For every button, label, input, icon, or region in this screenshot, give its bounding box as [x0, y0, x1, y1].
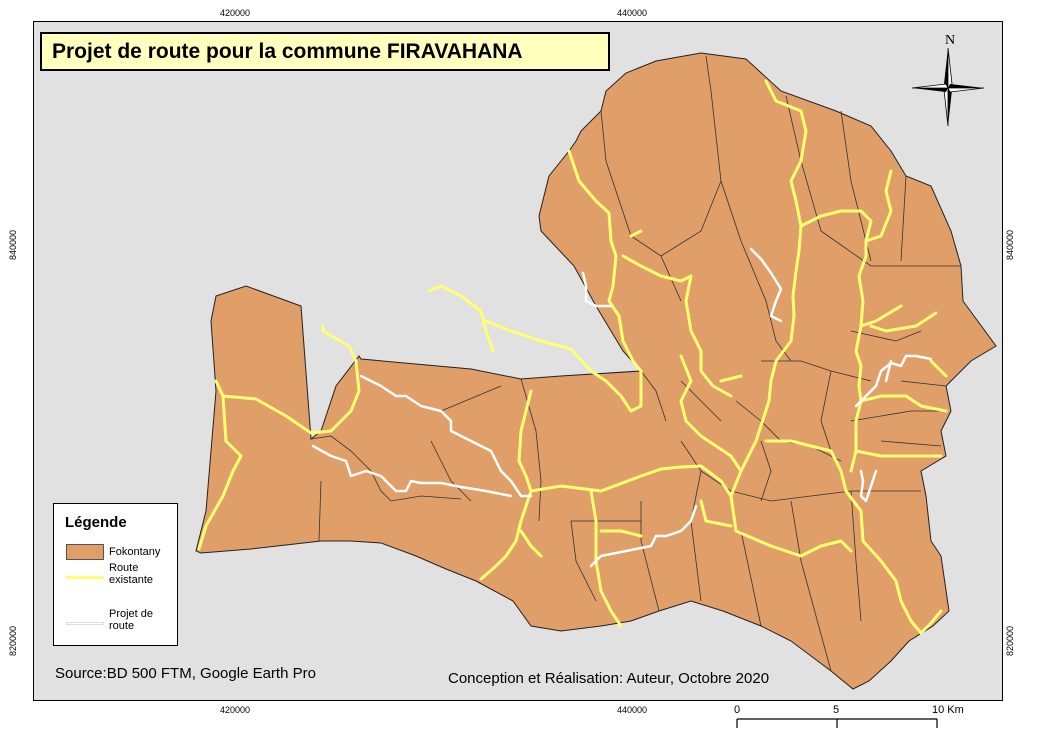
legend-label-proposed-road: Projet de route: [109, 608, 154, 632]
source-text: Source:BD 500 FTM, Google Earth Pro: [55, 665, 316, 682]
legend-line-proposed-road: [66, 622, 104, 625]
coord-top-420000: 420000: [220, 8, 251, 18]
coord-top-440000: 440000: [617, 8, 648, 18]
legend-label-existing-road: Route existante: [109, 562, 154, 586]
scale-bar-graphic: [736, 718, 938, 728]
existing-roads: [197, 79, 948, 635]
coord-right-840000: 840000: [1005, 229, 1016, 261]
coord-left-820000: 820000: [8, 625, 19, 657]
map-canvas[interactable]: [34, 22, 1003, 701]
north-label: N: [945, 33, 956, 48]
credit-text: Conception et Réalisation: Auteur, Octob…: [448, 670, 770, 687]
coord-bottom-440000: 440000: [617, 705, 648, 715]
scale-label-0: 0: [734, 704, 741, 716]
legend-label-fokontany: Fokontany: [109, 546, 161, 558]
legend-line-existing-road: [66, 576, 104, 579]
map-frame[interactable]: [33, 21, 1003, 701]
map-title: Projet de route pour la commune FIRAVAHA…: [40, 32, 610, 71]
fokontany-boundaries: [310, 55, 961, 672]
commune-boundary: [195, 52, 997, 690]
coord-left-840000: 840000: [8, 229, 19, 261]
scale-label-5: 5: [833, 704, 840, 716]
coord-right-820000: 820000: [1005, 625, 1016, 657]
north-arrow-icon: [912, 48, 984, 126]
proposed-roads: [311, 247, 933, 568]
legend-swatch-fokontany: [66, 544, 104, 560]
coord-bottom-420000: 420000: [220, 705, 251, 715]
legend-title: Légende: [65, 514, 127, 531]
legend: Légende Fokontany Route existante Projet…: [53, 503, 178, 646]
scale-bar: 0 5 10 Km: [720, 700, 980, 740]
scale-label-10: 10 Km: [932, 704, 964, 716]
